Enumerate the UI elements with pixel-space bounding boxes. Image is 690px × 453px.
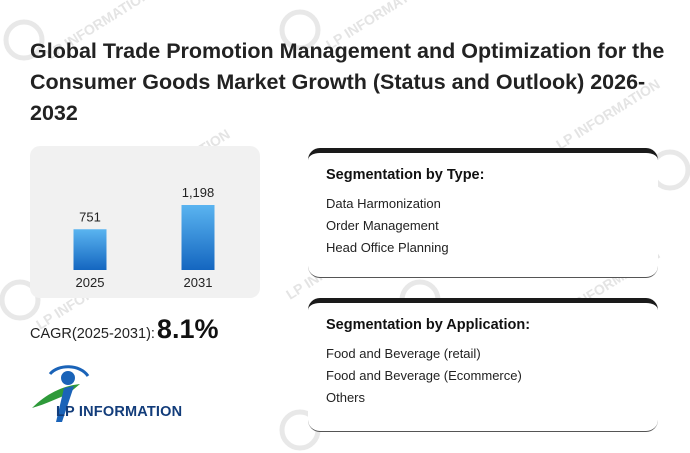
bar-2025 xyxy=(73,229,107,270)
cagr-label: CAGR(2025-2031): xyxy=(30,326,155,342)
value-label: 751 xyxy=(79,209,101,224)
category-label: 2031 xyxy=(184,275,213,290)
value-label: 1,198 xyxy=(182,185,215,200)
cagr-value: 8.1% xyxy=(156,314,219,344)
list-item: Food and Beverage (Ecommerce) xyxy=(326,368,522,383)
segmentation-type-heading: Segmentation by Type: xyxy=(326,167,485,183)
list-item: Head Office Planning xyxy=(326,240,449,255)
logo-text: LP INFORMATION xyxy=(56,404,183,420)
segmentation-by-type-card: Segmentation by Type: Data Harmonization… xyxy=(308,148,658,278)
segmentation-application-heading: Segmentation by Application: xyxy=(326,317,531,333)
bar-chart-panel: 751 2025 1,198 2031 xyxy=(30,146,260,298)
segmentation-application-list: Food and Beverage (retail) Food and Beve… xyxy=(326,343,658,409)
cagr-block: CAGR(2025-2031): 8.1% xyxy=(30,314,218,350)
segmentation-by-application-card: Segmentation by Application: Food and Be… xyxy=(308,298,658,432)
bar-chart: 751 2025 1,198 2031 xyxy=(73,185,215,290)
bar-2031 xyxy=(181,205,215,270)
list-item: Others xyxy=(326,390,366,405)
category-label: 2025 xyxy=(76,275,105,290)
list-item: Food and Beverage (retail) xyxy=(326,346,481,361)
list-item: Data Harmonization xyxy=(326,196,441,211)
segmentation-type-list: Data Harmonization Order Management Head… xyxy=(326,193,658,259)
list-item: Order Management xyxy=(326,218,439,233)
page-title: Global Trade Promotion Management and Op… xyxy=(30,39,665,125)
lp-information-logo xyxy=(32,365,90,422)
